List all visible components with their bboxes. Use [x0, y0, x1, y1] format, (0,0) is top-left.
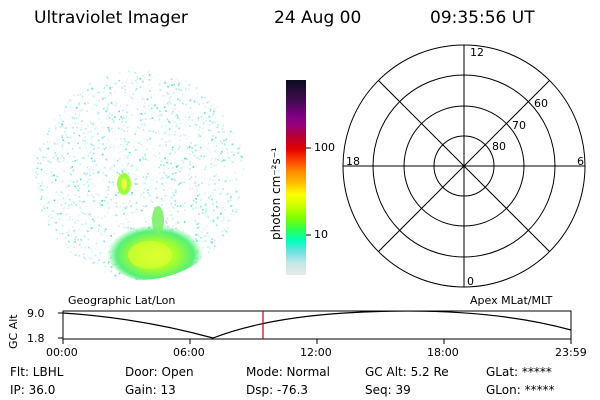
date-label: 24 Aug 00: [274, 8, 362, 28]
colorbar-tick-10: 10: [314, 228, 328, 241]
x-tick-2359: 23:59: [555, 346, 587, 359]
colorbar-unit-label: photon cm⁻²s⁻¹: [269, 147, 283, 240]
gain-status: Gain: 13: [125, 383, 176, 397]
apex-label: Apex MLat/MLT: [470, 294, 553, 307]
colorbar: [286, 80, 306, 275]
ip-status: IP: 36.0: [10, 383, 56, 397]
timeline-plot: [58, 310, 572, 344]
instrument-title: Ultraviolet Imager: [34, 8, 188, 28]
mlt-label-12: 12: [470, 46, 484, 59]
polar-grid: [342, 44, 586, 288]
dsp-status: Dsp: -76.3: [246, 383, 309, 397]
y-tick-1-8: 1.8: [27, 332, 45, 345]
seq-status: Seq: 39: [365, 383, 411, 397]
mlt-label-18: 18: [346, 155, 360, 168]
filter-status: Flt: LBHL: [10, 365, 64, 379]
y-tick-9: 9.0: [27, 307, 45, 320]
geographic-label: Geographic Lat/Lon: [68, 294, 176, 307]
x-tick-0000: 00:00: [46, 346, 78, 359]
gc-alt-status: GC Alt: 5.2 Re: [365, 365, 449, 379]
auroral-arc: [152, 206, 164, 234]
mlt-label-0: 0: [467, 275, 474, 288]
time-label: 09:35:56 UT: [430, 8, 535, 28]
x-tick-0600: 06:00: [173, 346, 205, 359]
mode-status: Mode: Normal: [246, 365, 330, 379]
glat-status: GLat: *****: [486, 365, 552, 379]
door-status: Door: Open: [125, 365, 194, 379]
x-tick-1800: 18:00: [427, 346, 459, 359]
uv-image-disk: [35, 70, 245, 280]
lat-label-80: 80: [492, 140, 506, 153]
glon-status: GLon: *****: [486, 383, 555, 397]
mlt-label-6: 6: [577, 155, 584, 168]
x-tick-1200: 12:00: [300, 346, 332, 359]
lat-label-60: 60: [534, 97, 548, 110]
lat-label-70: 70: [512, 119, 526, 132]
colorbar-tick-100: 100: [314, 141, 335, 154]
gc-alt-axis-label: GC Alt: [7, 314, 20, 349]
altitude-curve: [62, 310, 572, 339]
